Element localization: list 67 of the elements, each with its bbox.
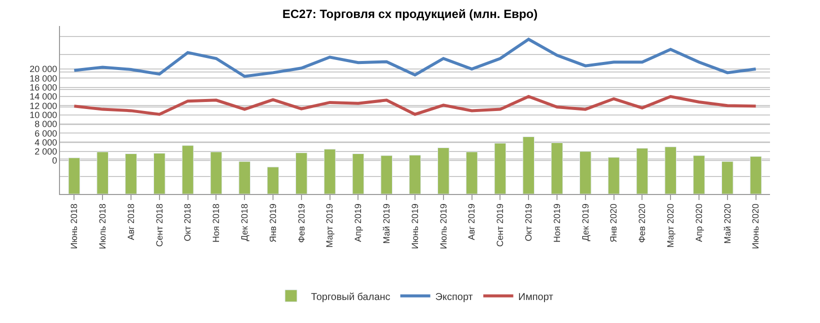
chart-title: ЕС27: Торговля сх продукцией (млн. Евро) bbox=[282, 7, 538, 22]
x-tick-label: Май 2020 bbox=[722, 204, 732, 244]
x-tick-label: Июль 2018 bbox=[98, 204, 108, 250]
y-tick-label: 20 000 bbox=[30, 64, 58, 74]
bar bbox=[551, 142, 563, 194]
y-tick-label: 16 000 bbox=[30, 82, 58, 92]
y-tick-label: 6 000 bbox=[34, 128, 58, 138]
bar bbox=[437, 148, 450, 194]
x-tick-label: Сент 2018 bbox=[154, 204, 164, 247]
x-tick-label: Авг 2018 bbox=[126, 204, 136, 240]
bar bbox=[68, 158, 80, 194]
x-tick-label: Май 2019 bbox=[382, 204, 392, 244]
bar bbox=[608, 157, 620, 194]
bar bbox=[409, 154, 421, 194]
x-tick-label: Ноя 2019 bbox=[552, 204, 562, 243]
x-tick-label: Июнь 2020 bbox=[750, 204, 761, 250]
bar bbox=[494, 142, 506, 194]
x-tick-label: Фев 2020 bbox=[637, 204, 648, 243]
bar bbox=[664, 146, 677, 194]
bar bbox=[693, 155, 705, 194]
x-tick-label: Сент 2019 bbox=[495, 204, 506, 247]
bar bbox=[522, 136, 535, 194]
x-tick-label: Апр 2020 bbox=[694, 204, 704, 242]
x-tick-label: Янв 2019 bbox=[268, 204, 278, 242]
legend-label: Экспорт bbox=[435, 292, 474, 303]
bar bbox=[267, 166, 279, 194]
bar bbox=[352, 153, 364, 194]
y-tick-label: 4 000 bbox=[34, 137, 58, 148]
x-tick-label: Окт 2018 bbox=[182, 204, 193, 242]
x-tick-label: Июнь 2018 bbox=[69, 204, 80, 250]
bar bbox=[721, 161, 734, 194]
x-tick-label: Авг 2019 bbox=[466, 204, 477, 240]
bar bbox=[324, 148, 336, 194]
legend-label: Импорт bbox=[518, 292, 554, 303]
line-series bbox=[72, 38, 758, 78]
y-tick-label: 10 000 bbox=[30, 110, 58, 120]
bar bbox=[182, 145, 194, 194]
y-tick-label: 12 000 bbox=[30, 100, 58, 111]
bar bbox=[238, 161, 251, 194]
x-tick-label: Фев 2019 bbox=[296, 204, 306, 243]
x-tick-label: Апр 2019 bbox=[353, 204, 364, 242]
x-tick-label: Март 2019 bbox=[324, 204, 335, 248]
bar bbox=[380, 155, 393, 194]
y-tick-label: 8 000 bbox=[34, 119, 58, 130]
bar bbox=[153, 153, 166, 194]
y-tick-label: 14 000 bbox=[30, 92, 58, 102]
bar bbox=[295, 152, 308, 194]
bar bbox=[636, 148, 648, 194]
bar bbox=[125, 153, 137, 194]
x-tick-label: Ноя 2018 bbox=[211, 204, 222, 243]
line-series bbox=[72, 95, 758, 116]
x-tick-label: Окт 2019 bbox=[524, 204, 534, 242]
y-tick-label: 0 bbox=[52, 156, 58, 166]
x-tick-label: Июль 2019 bbox=[438, 204, 448, 250]
y-tick-label: 18 000 bbox=[30, 73, 58, 84]
x-tick-label: Янв 2020 bbox=[608, 204, 619, 242]
legend-label: Торговый баланс bbox=[311, 292, 390, 303]
bar bbox=[96, 152, 109, 194]
x-tick-label: Март 2020 bbox=[666, 204, 676, 248]
x-tick-label: Июнь 2019 bbox=[410, 204, 420, 250]
x-tick-label: Дек 2018 bbox=[240, 204, 250, 242]
bar bbox=[750, 156, 762, 194]
y-tick-label: 2 000 bbox=[34, 146, 58, 157]
bar bbox=[466, 152, 478, 194]
bar bbox=[210, 152, 222, 194]
bar bbox=[579, 151, 592, 194]
x-tick-label: Дек 2019 bbox=[580, 204, 590, 242]
